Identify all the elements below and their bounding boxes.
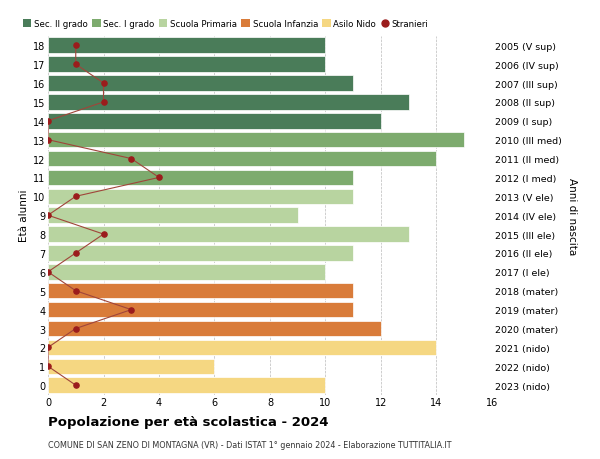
Bar [48, 227, 409, 242]
Point [71, 325, 80, 332]
Point [43, 118, 53, 125]
Point [127, 156, 136, 163]
Y-axis label: Anni di nascita: Anni di nascita [567, 177, 577, 254]
Y-axis label: Età alunni: Età alunni [19, 190, 29, 242]
Point [98, 231, 109, 238]
Point [71, 287, 80, 295]
Point [43, 212, 53, 219]
Point [71, 43, 80, 50]
Bar [48, 302, 353, 318]
Bar [48, 189, 353, 205]
Legend: Sec. II grado, Sec. I grado, Scuola Primaria, Scuola Infanzia, Asilo Nido, Stran: Sec. II grado, Sec. I grado, Scuola Prim… [23, 20, 428, 29]
Bar [48, 283, 353, 299]
Point [98, 80, 109, 88]
Bar [48, 359, 215, 374]
Point [71, 193, 80, 201]
Point [43, 344, 53, 351]
Bar [48, 378, 325, 393]
Bar [48, 151, 436, 167]
Bar [48, 39, 325, 54]
Bar [48, 340, 436, 355]
Point [71, 250, 80, 257]
Bar [48, 76, 353, 91]
Bar [48, 133, 464, 148]
Text: COMUNE DI SAN ZENO DI MONTAGNA (VR) - Dati ISTAT 1° gennaio 2024 - Elaborazione : COMUNE DI SAN ZENO DI MONTAGNA (VR) - Da… [48, 440, 452, 449]
Point [43, 363, 53, 370]
Bar [48, 264, 325, 280]
Bar [48, 321, 381, 336]
Point [71, 381, 80, 389]
Text: Popolazione per età scolastica - 2024: Popolazione per età scolastica - 2024 [48, 415, 329, 428]
Bar [48, 246, 353, 261]
Bar [48, 95, 409, 111]
Point [127, 306, 136, 313]
Bar [48, 208, 298, 224]
Bar [48, 170, 353, 186]
Point [43, 137, 53, 144]
Point [154, 174, 164, 182]
Bar [48, 114, 381, 129]
Bar [48, 57, 325, 73]
Point [71, 62, 80, 69]
Point [43, 269, 53, 276]
Point [98, 99, 109, 106]
